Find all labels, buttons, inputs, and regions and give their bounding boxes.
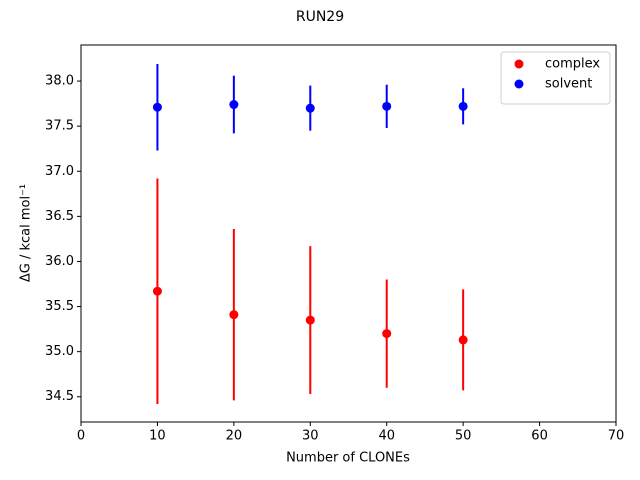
x-tick-label: 70 [608,429,625,444]
point [229,310,239,320]
x-tick-label: 0 [77,429,85,444]
point [458,101,468,111]
legend-marker [514,59,524,69]
plot-frame [80,44,617,423]
x-tick-label: 60 [531,429,548,444]
chart-title: RUN29 [296,9,344,25]
point [305,103,315,113]
point [229,100,239,110]
point [305,315,315,325]
y-tick-label: 37.5 [45,119,74,134]
point [458,335,468,345]
y-axis-label: ΔG / kcal mol⁻¹ [19,184,34,282]
y-tick-label: 34.5 [45,389,74,404]
x-tick-label: 30 [302,429,319,444]
x-axis-label: Number of CLONEs [286,451,410,466]
point [382,329,392,339]
legend-box [500,51,611,105]
x-tick-label: 20 [226,429,243,444]
point [152,102,162,112]
legend-marker [514,79,524,89]
y-tick-label: 36.0 [45,254,74,269]
y-tick-label: 36.5 [45,209,74,224]
y-tick-label: 37.0 [45,164,74,179]
y-tick-label: 38.0 [45,74,74,89]
legend-label: complex [545,57,600,72]
x-tick-label: 50 [455,429,472,444]
y-tick-label: 35.5 [45,299,74,314]
x-tick-label: 40 [378,429,395,444]
x-tick-label: 10 [149,429,166,444]
point [382,101,392,111]
y-tick-label: 35.0 [45,344,74,359]
legend-label: solvent [545,77,592,92]
point [152,286,162,296]
